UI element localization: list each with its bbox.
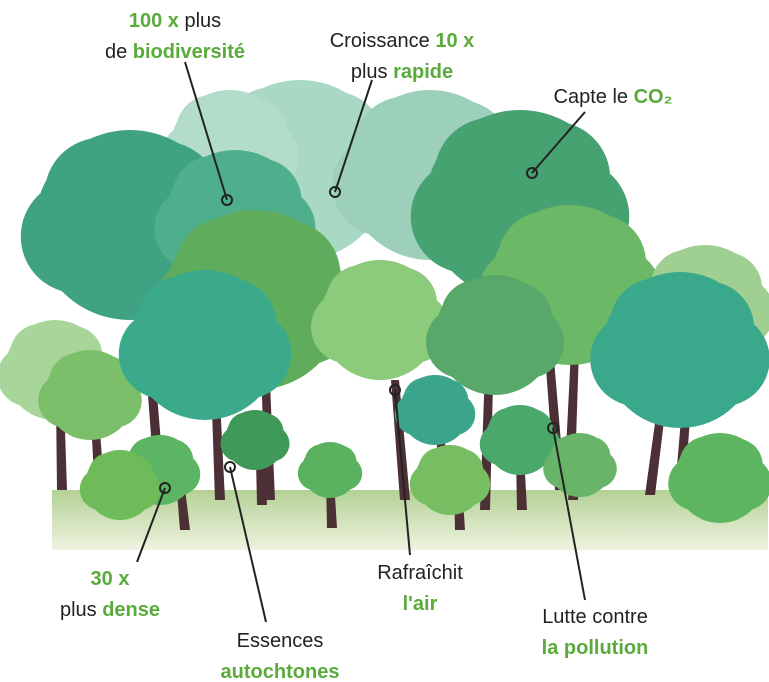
canopy-blob	[480, 282, 552, 354]
label-line: la pollution	[542, 637, 649, 659]
label-line: autochtones	[221, 661, 340, 682]
canopy-blob	[572, 437, 610, 475]
label-line: plus rapide	[351, 61, 453, 83]
label-accent: l'air	[403, 593, 438, 615]
label-line: de biodiversité	[105, 41, 245, 63]
canopy-blob	[426, 379, 468, 421]
label-text: de	[105, 41, 133, 63]
label-accent: CO₂	[634, 86, 673, 108]
label-text: Capte le	[554, 86, 634, 108]
label-line: 30 x	[91, 568, 130, 590]
label-line: Rafraîchit	[377, 562, 463, 584]
label-text: plus	[179, 10, 221, 32]
label-accent: 30 x	[91, 568, 130, 590]
canopy-blob	[441, 449, 483, 491]
label-text: Croissance	[330, 30, 436, 52]
canopy-blob	[511, 409, 553, 451]
label-accent: rapide	[393, 61, 453, 83]
canopy	[298, 442, 362, 498]
trees	[0, 80, 769, 530]
canopy-blob	[365, 267, 437, 339]
canopy	[221, 410, 290, 470]
label-line: Lutte contre	[542, 606, 648, 628]
label-accent: biodiversité	[133, 41, 245, 63]
label-line: 100 x plus	[129, 10, 221, 32]
label-text: plus	[351, 61, 393, 83]
label-accent: dense	[102, 599, 160, 621]
label-line: l'air	[403, 593, 438, 615]
label-accent: la pollution	[542, 637, 649, 659]
label-text: Lutte contre	[542, 606, 648, 628]
canopy-blob	[661, 281, 755, 375]
canopy-blob	[323, 445, 357, 479]
label-line: Croissance 10 x	[330, 30, 475, 52]
label-text: plus	[60, 599, 102, 621]
canopy-blob	[111, 454, 153, 496]
canopy-blob	[151, 439, 193, 481]
label-line: Essences	[237, 630, 324, 652]
label-text: Rafraîchit	[377, 562, 463, 584]
canopy-blob	[186, 279, 276, 369]
label-line: plus dense	[60, 599, 160, 621]
canopy-blob	[248, 414, 284, 450]
label-accent: autochtones	[221, 661, 340, 682]
label-line: Capte le CO₂	[554, 86, 673, 108]
canopy-blob	[709, 438, 763, 492]
forest-infographic: 100 x plus de biodiversité Croissance 10 x…	[0, 0, 769, 682]
label-accent: 100 x	[129, 10, 179, 32]
label-text: Essences	[237, 630, 324, 652]
label-accent: 10 x	[435, 30, 474, 52]
